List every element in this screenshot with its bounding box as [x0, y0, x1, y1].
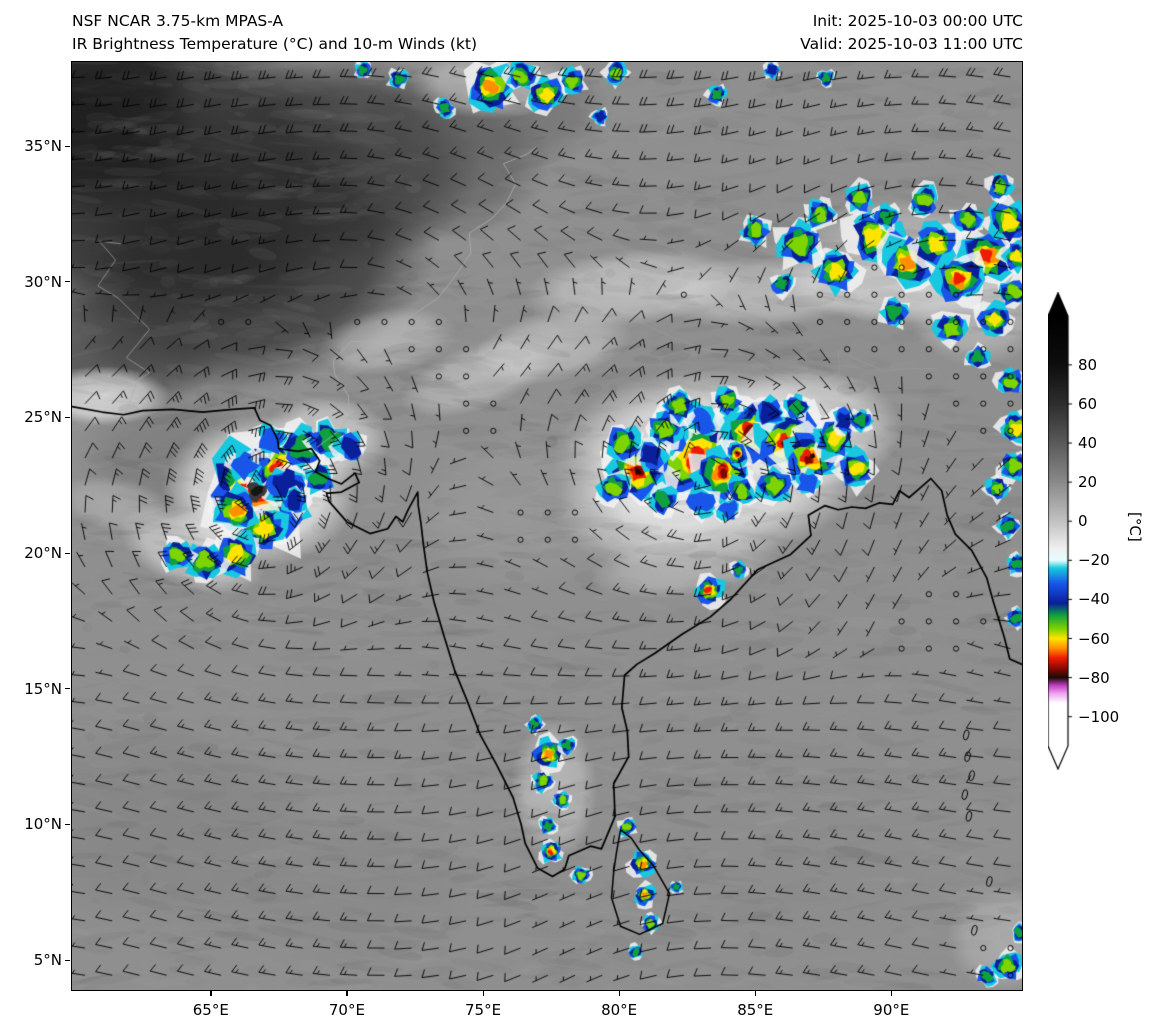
x-tick-mark	[210, 991, 212, 996]
product-name: IR Brightness Temperature (°C) and 10-m …	[72, 35, 477, 53]
x-tick-label: 65°E	[192, 1001, 229, 1019]
y-tick-label: 25°N	[24, 408, 62, 427]
valid-time: Valid: 2025-10-03 11:00 UTC	[800, 35, 1023, 53]
y-tick-mark	[65, 552, 70, 554]
colorbar-tick-label: 80	[1078, 355, 1098, 374]
y-tick-label: 20°N	[24, 544, 62, 563]
colorbar-tick-label: 20	[1078, 473, 1098, 492]
colorbar-tick-label: −40	[1078, 590, 1110, 609]
x-tick-mark	[890, 991, 893, 996]
y-tick-mark	[65, 688, 70, 690]
x-tick-label: 75°E	[464, 1001, 502, 1019]
x-tick-mark	[754, 991, 756, 996]
colorbar	[1048, 292, 1074, 770]
y-tick-label: 35°N	[24, 137, 62, 156]
y-tick-label: 30°N	[24, 272, 62, 291]
colorbar-tick-label: −20	[1078, 551, 1110, 570]
model-name: NSF NCAR 3.75-km MPAS-A	[72, 12, 284, 30]
x-tick-label: 80°E	[601, 1001, 638, 1019]
x-tick-mark	[346, 991, 348, 996]
x-tick-label: 70°E	[328, 1001, 365, 1019]
colorbar-tick-label: 40	[1078, 434, 1098, 453]
x-tick-mark	[482, 991, 484, 996]
colorbar-unit-label: [°C]	[1126, 512, 1144, 542]
colorbar-tick-label: −100	[1078, 707, 1120, 726]
title-block: NSF NCAR 3.75-km MPAS-A IR Brightness Te…	[72, 10, 477, 56]
colorbar-tick-label: −80	[1078, 668, 1110, 687]
y-tick-label: 5°N	[33, 951, 62, 970]
colorbar-tick-label: 60	[1078, 394, 1098, 413]
y-tick-label: 15°N	[24, 679, 62, 698]
colorbar-tick-label: −60	[1078, 629, 1110, 648]
init-time: Init: 2025-10-03 00:00 UTC	[812, 12, 1023, 30]
y-tick-mark	[65, 145, 70, 147]
x-tick-label: 90°E	[873, 1001, 910, 1019]
map-plot-frame	[71, 61, 1023, 991]
x-tick-mark	[618, 991, 620, 996]
y-tick-mark	[65, 959, 70, 961]
time-block: Init: 2025-10-03 00:00 UTC Valid: 2025-1…	[800, 10, 1023, 56]
y-tick-mark	[65, 281, 70, 283]
x-tick-label: 85°E	[737, 1001, 774, 1019]
y-tick-mark	[65, 823, 70, 826]
ir-satellite-map-canvas	[72, 62, 1022, 990]
y-tick-mark	[65, 416, 70, 419]
y-tick-label: 10°N	[24, 815, 62, 834]
colorbar-tick-label: 0	[1078, 512, 1088, 531]
